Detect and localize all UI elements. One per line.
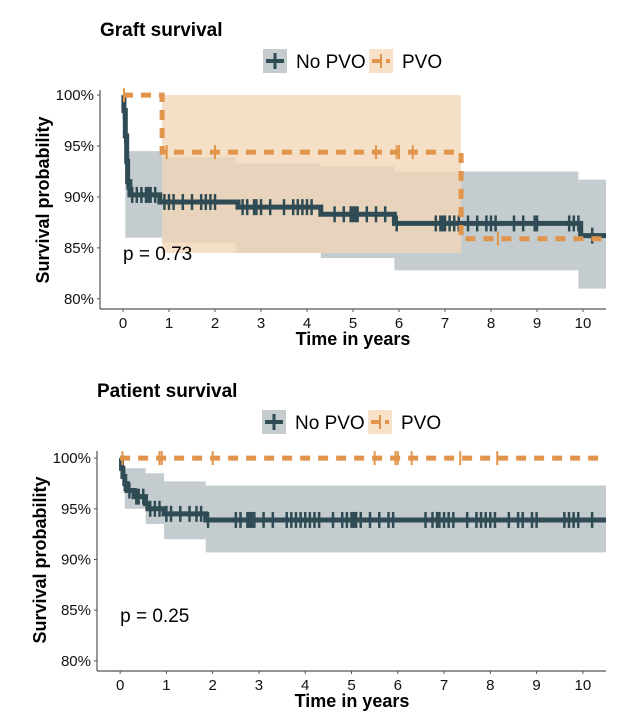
chart-title: Graft survival xyxy=(100,20,223,41)
x-tick-label: 9 xyxy=(532,677,540,694)
graft-survival-panel: Graft survival No PVO PVO Survival proba… xyxy=(33,20,606,349)
x-axis-title: Time in years xyxy=(295,691,410,711)
chart-title: Patient survival xyxy=(97,381,237,402)
x-tick-label: 6 xyxy=(395,315,403,332)
legend: No PVO PVO xyxy=(262,410,441,434)
x-axis-title: Time in years xyxy=(296,329,411,349)
y-tick-label: 100% xyxy=(56,87,94,104)
legend-key-icon-no-pvo xyxy=(266,53,284,69)
x-tick-label: 3 xyxy=(255,677,263,694)
y-tick-label: 80% xyxy=(61,653,91,670)
patient-survival-panel: Patient survival No PVO PVO Survival pro… xyxy=(30,381,606,711)
p-value-annotation: p = 0.73 xyxy=(123,244,192,265)
x-tick-label: 9 xyxy=(533,315,541,332)
legend-label-pvo: PVO xyxy=(401,413,441,434)
confidence-band-pvo xyxy=(162,95,462,253)
x-tick-label: 2 xyxy=(211,315,219,332)
x-tick-label: 8 xyxy=(487,315,495,332)
y-tick-label: 100% xyxy=(53,450,91,467)
x-tick-label: 7 xyxy=(440,677,448,694)
x-tick-label: 0 xyxy=(116,677,124,694)
x-tick-label: 2 xyxy=(209,677,217,694)
y-tick-label: 80% xyxy=(64,291,94,308)
x-tick-label: 0 xyxy=(119,315,127,332)
p-value-annotation: p = 0.25 xyxy=(120,606,189,627)
x-tick-label: 4 xyxy=(303,315,311,332)
x-tick-label: 1 xyxy=(162,677,170,694)
x-tick-label: 1 xyxy=(165,315,173,332)
legend-key-icon-pvo xyxy=(371,415,389,429)
y-tick-label: 85% xyxy=(61,602,91,619)
y-tick-label: 90% xyxy=(64,189,94,206)
x-tick-label: 8 xyxy=(486,677,494,694)
x-tick-label: 3 xyxy=(257,315,265,332)
x-tick-label: 10 xyxy=(575,677,592,694)
legend: No PVO PVO xyxy=(263,49,442,73)
y-axis-title: Survival probability xyxy=(33,116,53,283)
plot-area: 80% 85% 90% 95% 100% 0 1 2 3 4 5 6 7 8 9 10 p = 0.25 xyxy=(53,450,606,694)
survival-curve-pvo xyxy=(123,92,606,242)
y-tick-label: 90% xyxy=(61,551,91,568)
legend-key-icon-pvo xyxy=(372,54,390,68)
y-axis-title: Survival probability xyxy=(30,476,50,643)
plot-area: 80% 85% 90% 95% 100% 0 1 2 3 4 5 6 7 8 9 10 p = 0.73 xyxy=(56,87,606,332)
x-tick-label: 10 xyxy=(575,315,592,332)
x-tick-label: 5 xyxy=(349,315,357,332)
legend-label-no-pvo: No PVO xyxy=(296,52,366,73)
y-tick-label: 95% xyxy=(61,501,91,518)
legend-key-icon-no-pvo xyxy=(265,414,283,430)
y-tick-label: 95% xyxy=(64,138,94,155)
x-tick-label: 5 xyxy=(347,677,355,694)
x-tick-label: 4 xyxy=(301,677,309,694)
legend-label-pvo: PVO xyxy=(402,52,442,73)
y-tick-label: 85% xyxy=(64,240,94,257)
x-tick-label: 7 xyxy=(441,315,449,332)
x-tick-label: 6 xyxy=(394,677,402,694)
legend-label-no-pvo: No PVO xyxy=(295,413,365,434)
